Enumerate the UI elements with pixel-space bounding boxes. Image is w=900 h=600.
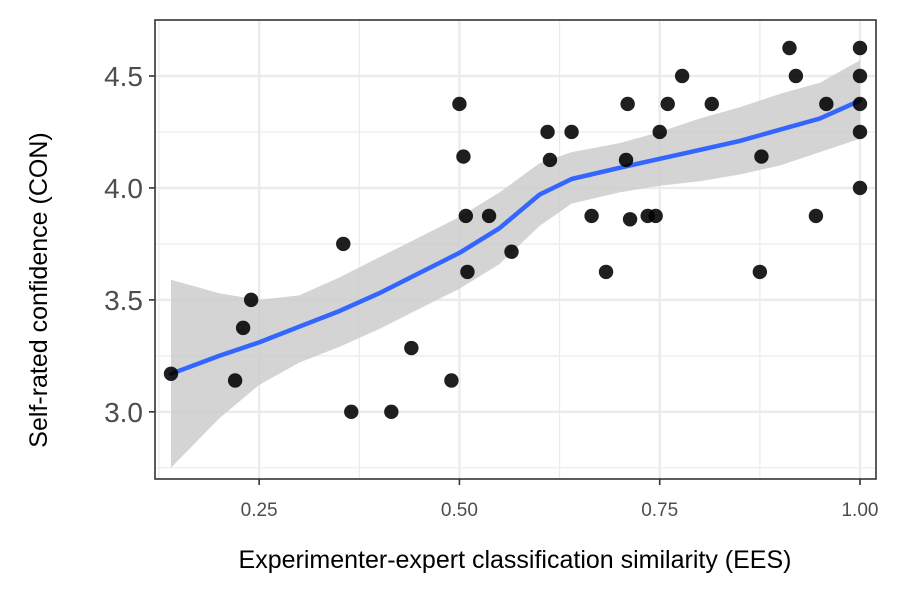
data-point	[852, 40, 868, 56]
data-point	[458, 208, 474, 224]
data-point	[542, 152, 558, 168]
data-point	[504, 244, 519, 259]
data-point	[444, 373, 459, 388]
y-tick-label: 4.5	[104, 61, 143, 92]
confidence-band	[171, 60, 860, 468]
data-point	[235, 320, 251, 336]
data-point	[618, 152, 634, 168]
x-tick-label: 0.75	[641, 500, 678, 521]
data-point	[752, 264, 768, 280]
data-point	[620, 96, 635, 112]
y-tick-label: 3.0	[104, 397, 143, 428]
data-point	[540, 124, 555, 140]
data-point	[456, 149, 471, 164]
x-axis-label: Experimenter-expert classification simil…	[239, 546, 792, 574]
data-point	[460, 264, 475, 280]
data-point	[782, 40, 797, 56]
x-axis-ticks: 0.25 0.50 0.75 1.00	[241, 479, 878, 521]
x-tick-label: 0.50	[441, 500, 478, 521]
x-tick-label: 0.25	[241, 500, 278, 521]
data-point	[648, 208, 663, 224]
data-point	[622, 212, 638, 227]
data-point	[336, 236, 351, 252]
data-point	[660, 96, 675, 112]
data-point	[852, 124, 868, 140]
data-point	[852, 180, 868, 196]
data-point	[404, 340, 419, 356]
data-point	[584, 208, 599, 224]
data-point	[598, 264, 614, 280]
data-point	[344, 404, 359, 420]
data-points	[163, 40, 868, 420]
smooth-trend-line	[168, 98, 863, 377]
data-point	[808, 208, 824, 224]
data-point	[819, 96, 834, 112]
data-point	[452, 96, 467, 112]
data-point	[481, 208, 497, 224]
data-point	[384, 404, 399, 420]
y-axis-label: Self-rated confidence (CON)	[25, 132, 53, 447]
data-point	[754, 149, 769, 164]
data-point	[674, 68, 690, 84]
data-point	[852, 96, 868, 112]
data-point	[704, 96, 719, 112]
y-tick-label: 3.5	[104, 285, 143, 316]
x-tick-label: 1.00	[841, 500, 878, 521]
data-point	[227, 373, 243, 388]
data-point	[652, 124, 667, 140]
y-tick-label: 4.0	[104, 173, 143, 204]
data-point	[788, 68, 804, 84]
data-point	[243, 292, 259, 308]
y-axis-ticks: 3.0 3.5 4.0 4.5	[104, 61, 155, 428]
data-point	[564, 124, 579, 140]
data-point	[852, 68, 868, 84]
data-point	[163, 366, 179, 381]
panel-border	[154, 19, 877, 480]
